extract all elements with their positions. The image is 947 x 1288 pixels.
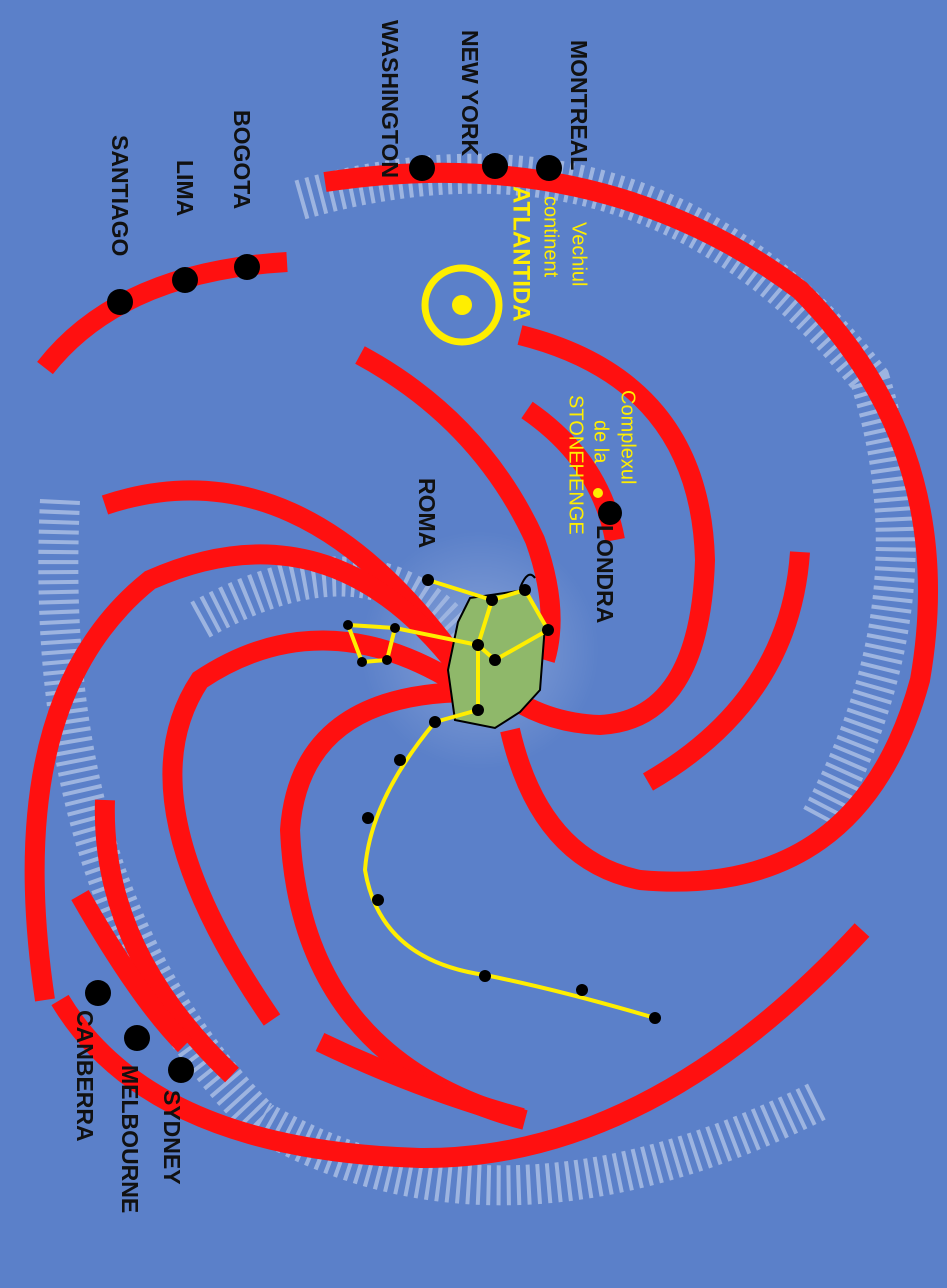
yellow-lines: [345, 578, 656, 1020]
points: [85, 153, 661, 1083]
city-label: SANTIAGO: [107, 135, 133, 256]
city-label: SYDNEY: [159, 1090, 185, 1185]
annotation: continent: [540, 196, 562, 278]
city-label: BOGOTA: [229, 110, 255, 209]
annotation: Vechiul: [568, 222, 590, 287]
annotation: Complexul: [617, 390, 639, 484]
city-label: MELBOURNE: [117, 1065, 143, 1213]
spiral-arms: [24, 162, 938, 1169]
annotation: ATLANTIDA: [508, 186, 535, 322]
city-label: CANBERRA: [72, 1010, 98, 1142]
city-label: ROMA: [414, 478, 440, 548]
annotation: de la: [590, 420, 612, 464]
city-label: LONDRA: [592, 525, 618, 623]
annotation: STONEHENGE: [565, 395, 587, 535]
city-label: LIMA: [172, 160, 198, 216]
city-label: NEW YORK: [457, 30, 483, 156]
city-label: WASHINGTON: [377, 20, 403, 178]
city-label: MONTREAL: [566, 40, 592, 170]
labels: MONTREAL NEW YORK WASHINGTON BOGOTA LIMA…: [72, 20, 639, 1213]
